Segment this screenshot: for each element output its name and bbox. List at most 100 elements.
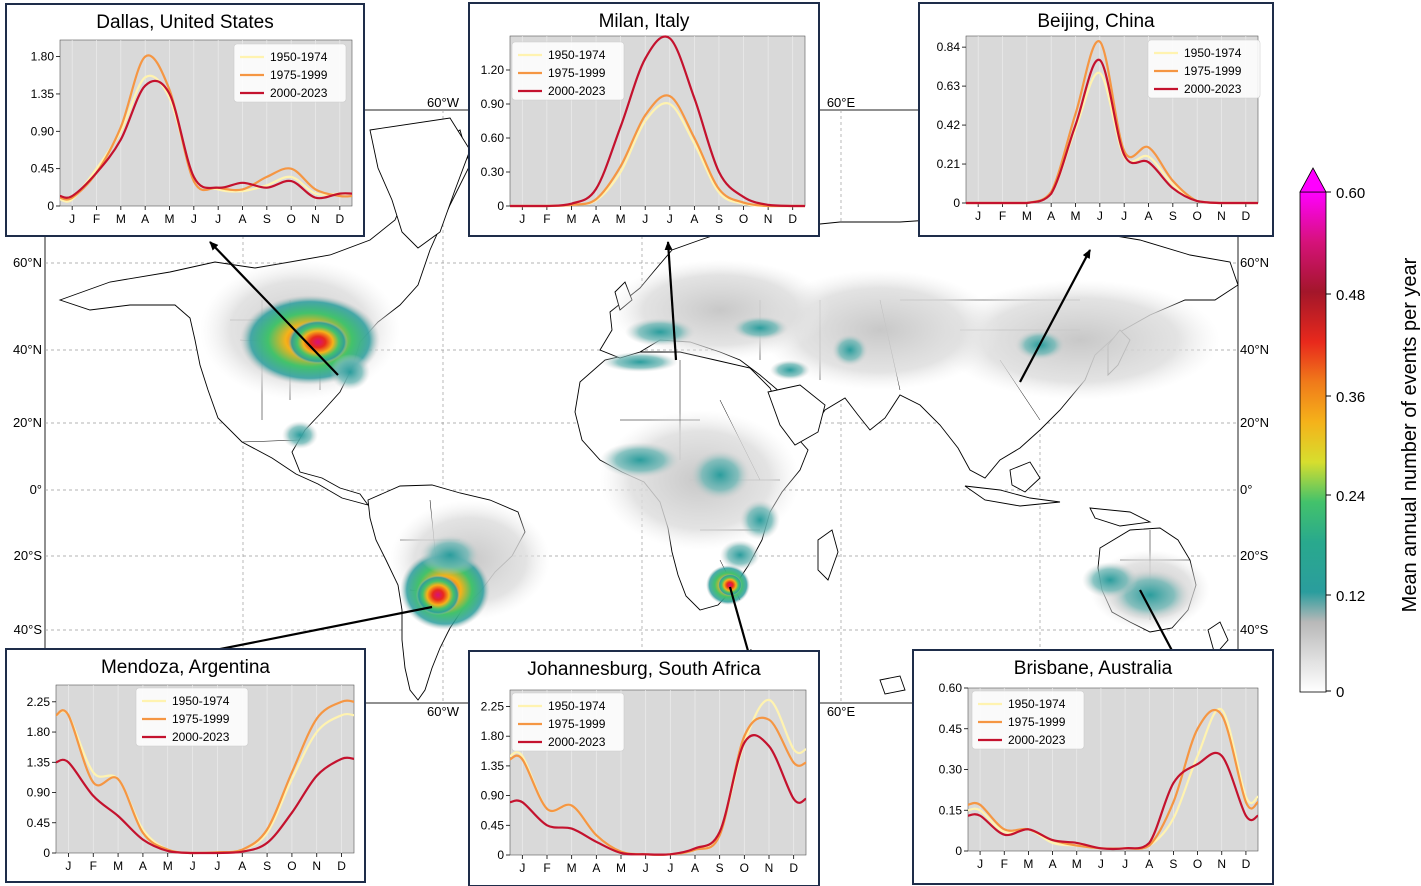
x-tick-label: A — [141, 212, 149, 226]
indonesia — [964, 485, 1061, 507]
legend: 1950-1974 1975-1999 2000-2023 — [971, 690, 1085, 750]
x-tick-label: D — [1242, 857, 1251, 871]
x-tick-label: M — [566, 212, 576, 226]
y-tick-label: 0.60 — [939, 681, 963, 695]
series-line-2000-2023 — [966, 58, 1258, 205]
madagascar — [817, 529, 839, 581]
legend-label: 1950-1974 — [270, 50, 328, 64]
lon-label-top-60w: 60°W — [427, 95, 460, 110]
y-tick-label: 2.25 — [481, 700, 505, 714]
x-tick-label: D — [788, 212, 797, 226]
colorbar-tick: 0.24 — [1336, 488, 1365, 505]
lon-label-bottom-60e: 60°E — [827, 704, 856, 719]
x-tick-label: J — [69, 212, 75, 226]
legend-label: 1950-1974 — [172, 694, 230, 708]
legend: 1950-1974 1975-1999 2000-2023 — [511, 41, 625, 101]
lat-label-right-20s: 20°S — [1240, 548, 1269, 563]
legend-label: 2000-2023 — [1008, 733, 1066, 747]
lat-label-right-0: 0° — [1240, 482, 1252, 497]
lat-label-right-20n: 20°N — [1240, 415, 1269, 430]
x-tick-label: M — [567, 861, 577, 875]
legend-box — [1147, 39, 1261, 99]
colorbar-tick: 0 — [1336, 684, 1344, 701]
legend-box — [233, 43, 347, 103]
inset-title: Johannesburg, South Africa — [527, 659, 761, 680]
y-tick-label: 1.80 — [481, 729, 505, 743]
x-tick-label: J — [65, 859, 71, 873]
x-tick-label: J — [667, 212, 673, 226]
x-tick-label: J — [643, 861, 649, 875]
lat-label-left-40n: 40°N — [13, 342, 42, 357]
x-tick-label: A — [1144, 209, 1152, 223]
y-tick-label: 0 — [497, 199, 504, 213]
x-tick-label: M — [1023, 857, 1033, 871]
x-tick-label: N — [764, 212, 773, 226]
y-tick-label: 2.25 — [27, 695, 51, 709]
x-tick-label: M — [165, 212, 175, 226]
arrow-dallas — [209, 241, 339, 376]
x-tick-label: F — [999, 209, 1006, 223]
x-tick-label: A — [690, 212, 698, 226]
inset-title: Beijing, China — [1037, 11, 1155, 32]
legend: 1950-1974 1975-1999 2000-2023 — [135, 687, 249, 747]
arrow-beijing — [1019, 249, 1091, 383]
inset-milan-italy: Milan, Italy 1.20 0.90 0.60 0.30 0 J F M A M J J A S O N… — [468, 2, 820, 237]
lat-label-left-60n: 60°N — [13, 255, 42, 270]
colorbar-tick: 0.60 — [1336, 185, 1365, 202]
y-tick-label: 0.45 — [481, 818, 505, 832]
callout-arrows — [184, 241, 1178, 661]
x-tick-label: A — [1047, 209, 1055, 223]
legend-label: 2000-2023 — [548, 735, 606, 749]
y-tick-label: 0.30 — [939, 763, 963, 777]
inset-dallas-united-states: Dallas, United States 1.80 1.35 0.90 0.45 0 J F… — [5, 3, 365, 237]
x-tick-label: A — [1049, 857, 1057, 871]
y-tick-label: 1.35 — [31, 87, 55, 101]
x-tick-label: J — [977, 857, 983, 871]
x-tick-label: S — [716, 861, 724, 875]
legend-label: 1975-1999 — [172, 712, 230, 726]
x-tick-label: D — [789, 861, 798, 875]
x-tick-label: J — [667, 861, 673, 875]
x-tick-label: J — [975, 209, 981, 223]
arrow-johannesburg — [728, 586, 752, 659]
new-guinea — [1089, 507, 1152, 527]
x-tick-label: A — [592, 212, 600, 226]
y-tick-label: 0.84 — [937, 40, 961, 54]
legend-label: 2000-2023 — [270, 86, 328, 100]
greenland — [369, 117, 471, 249]
x-tick-label: J — [215, 212, 221, 226]
x-tick-label: F — [543, 212, 550, 226]
y-tick-label: 1.80 — [31, 50, 55, 64]
inset-johannesburg-south-africa: Johannesburg, South Africa 2.25 1.80 1.35 0.… — [468, 650, 820, 886]
x-tick-label: A — [238, 212, 246, 226]
x-tick-label: J — [1098, 857, 1104, 871]
x-tick-label: F — [90, 859, 97, 873]
y-tick-label: 0.45 — [27, 816, 51, 830]
x-tick-label: S — [715, 212, 723, 226]
inset-title: Brisbane, Australia — [1014, 658, 1173, 679]
y-tick-label: 0.45 — [939, 722, 963, 736]
series-line-2000-2023 — [509, 734, 807, 856]
colorbar-ticks: 0.60 0.48 0.36 0.24 0.12 0 — [1326, 185, 1365, 701]
arrow-milan — [664, 241, 678, 361]
y-tick-label: 0 — [43, 846, 50, 860]
antarctic-islands — [879, 675, 906, 695]
x-tick-label: M — [113, 859, 123, 873]
x-tick-label: A — [592, 861, 600, 875]
legend-label: 1950-1974 — [548, 699, 606, 713]
x-tick-label: F — [1001, 857, 1008, 871]
y-tick-label: 0 — [497, 848, 504, 862]
inset-brisbane-australia: Brisbane, Australia 0.60 0.45 0.30 0.15 0 J F M A… — [912, 649, 1274, 885]
x-tick-label: J — [190, 859, 196, 873]
y-tick-label: 0.90 — [31, 124, 55, 138]
x-tick-label: S — [263, 212, 271, 226]
y-tick-label: 1.35 — [481, 759, 505, 773]
legend-box — [135, 687, 249, 747]
arabia — [767, 384, 826, 446]
x-tick-label: N — [1217, 857, 1226, 871]
arrow-mendoza — [184, 605, 433, 659]
x-tick-label: M — [163, 859, 173, 873]
legend-label: 1975-1999 — [548, 717, 606, 731]
x-tick-label: F — [543, 861, 550, 875]
